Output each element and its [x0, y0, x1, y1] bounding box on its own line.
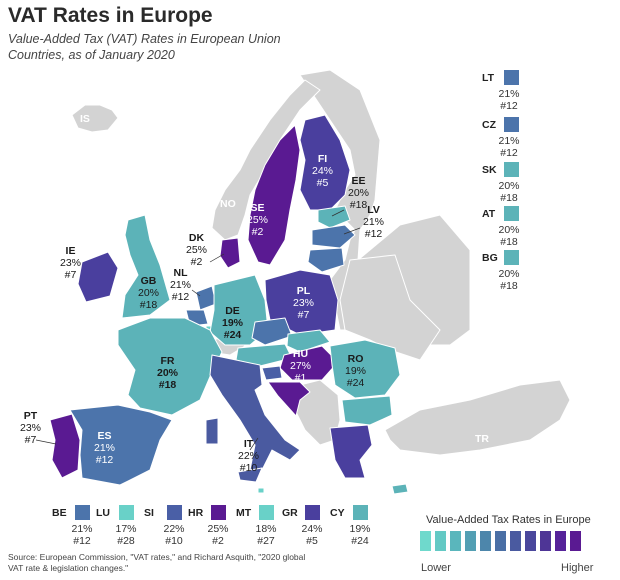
leader-nl	[191, 289, 201, 297]
label-se: SE 25% #2	[247, 202, 269, 238]
leader-lv	[343, 227, 361, 235]
country-gb[interactable]	[121, 214, 171, 319]
page-subtitle: Value-Added Tax (VAT) Rates in European …	[8, 32, 281, 62]
swatch	[75, 505, 90, 520]
country-dk[interactable]	[219, 237, 241, 269]
swatch	[504, 117, 519, 132]
legend-swatch	[510, 531, 521, 551]
country-ie[interactable]	[77, 251, 119, 303]
label-no: NO	[220, 198, 236, 210]
source-note: Source: European Commission, "VAT rates,…	[8, 552, 306, 573]
swatch	[353, 505, 368, 520]
swatch	[211, 505, 226, 520]
legend-high-label: Higher	[561, 562, 594, 574]
country-sk[interactable]	[286, 329, 331, 353]
swatch	[305, 505, 320, 520]
country-es[interactable]	[69, 404, 173, 486]
label-dk: DK 25% #2	[186, 232, 208, 268]
swatch	[504, 250, 519, 265]
label-ro: RO 19% #24	[345, 353, 367, 389]
legend-swatch	[540, 531, 551, 551]
leader-pt	[35, 439, 57, 445]
country-lv[interactable]	[311, 224, 356, 249]
country-hr[interactable]	[267, 381, 311, 417]
label-fi: FI 24% #5	[312, 153, 334, 189]
legend-swatch	[480, 531, 491, 551]
legend-title: Value-Added Tax Rates in Europe	[426, 514, 591, 526]
label-gb: GB 20% #18	[138, 275, 160, 311]
country-pt[interactable]	[49, 413, 81, 479]
country-cy[interactable]	[391, 483, 409, 495]
country-cz[interactable]	[251, 317, 293, 346]
legend-swatch	[555, 531, 566, 551]
legend-swatch	[495, 531, 506, 551]
legend-swatch	[525, 531, 536, 551]
legend-swatch	[570, 531, 581, 551]
label-nl: NL 21% #12	[170, 267, 192, 303]
label-hu: HU 27% #1	[290, 348, 312, 384]
leader-it	[249, 437, 259, 451]
swatch	[167, 505, 182, 520]
swatch	[119, 505, 134, 520]
label-fr: FR 20% #18	[157, 355, 179, 391]
country-bg[interactable]	[341, 395, 393, 426]
country-mt[interactable]	[257, 487, 265, 494]
swatch	[504, 70, 519, 85]
legend-low-label: Lower	[421, 562, 451, 574]
label-tr: TR	[475, 433, 489, 445]
label-pl: PL 23% #7	[293, 285, 315, 321]
label-it: IT 22% #10	[238, 438, 260, 474]
label-pt: PT 23% #7	[20, 410, 42, 446]
label-lv: LV 21% #12	[363, 204, 385, 240]
country-nl[interactable]	[195, 285, 217, 311]
country-lt[interactable]	[307, 247, 345, 273]
country-at[interactable]	[235, 343, 293, 367]
country-si[interactable]	[261, 365, 283, 381]
swatch	[259, 505, 274, 520]
legend-swatch	[450, 531, 461, 551]
norway-shape	[211, 79, 321, 241]
leader-ee	[331, 209, 345, 217]
label-ee: EE 20% #18	[348, 175, 370, 211]
legend-swatch	[420, 531, 431, 551]
country-it-sardinia[interactable]	[205, 417, 219, 445]
country-fr[interactable]	[117, 317, 223, 416]
country-se[interactable]	[247, 124, 301, 266]
country-it[interactable]	[209, 354, 301, 471]
label-de: DE 19% #24	[222, 305, 244, 341]
page-title: VAT Rates in Europe	[8, 4, 213, 27]
label-is: IS	[80, 113, 90, 125]
swatch	[504, 206, 519, 221]
swatch	[504, 162, 519, 177]
turkey-shape	[384, 379, 571, 456]
label-ie: IE 23% #7	[60, 245, 82, 281]
label-es: ES 21% #12	[94, 430, 116, 466]
country-it-sicily[interactable]	[237, 467, 263, 483]
iceland-shape	[71, 104, 119, 133]
country-ro[interactable]	[329, 339, 401, 399]
leader-dk	[209, 253, 225, 263]
belarus-ukraine-region	[339, 254, 441, 361]
country-ee[interactable]	[317, 205, 351, 229]
legend-swatch	[435, 531, 446, 551]
legend-swatch	[465, 531, 476, 551]
country-gr[interactable]	[329, 424, 373, 479]
